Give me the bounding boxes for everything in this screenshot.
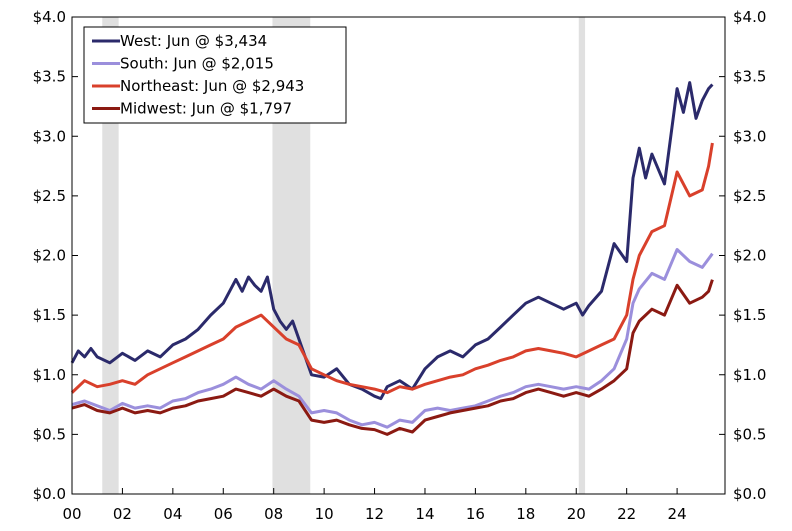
x-tick-label: 02 xyxy=(113,505,132,523)
x-tick-label: 16 xyxy=(466,505,485,523)
recession-band-0 xyxy=(102,17,119,494)
x-tick-label: 20 xyxy=(567,505,586,523)
series-line-3 xyxy=(71,279,714,436)
y-tick-label-left: $1.5 xyxy=(33,306,66,324)
y-tick-label-left: $2.5 xyxy=(33,187,66,205)
y-axis-left: $0.0 $0.5 $1.0 $1.5 $2.0 $2.5 $3.0 $3.5 $4.0 xyxy=(33,8,78,503)
legend-label: Midwest: Jun @ $1,797 xyxy=(120,100,292,118)
legend-label: Northeast: Jun @ $2,943 xyxy=(120,77,304,95)
x-tick-label: 08 xyxy=(264,505,283,523)
y-tick-label-left: $4.0 xyxy=(33,8,66,26)
x-tick-label: 22 xyxy=(617,505,636,523)
legend-label: South: Jun @ $2,015 xyxy=(120,55,274,73)
x-tick-label: 14 xyxy=(415,505,434,523)
y-tick-label-right: $0.5 xyxy=(733,425,766,443)
x-tick-label: 06 xyxy=(214,505,233,523)
y-tick-label-left: $0.5 xyxy=(33,425,66,443)
y-tick-label-right: $4.0 xyxy=(733,8,766,26)
series-line-1 xyxy=(71,248,714,429)
x-tick-label: 12 xyxy=(365,505,384,523)
legend-box xyxy=(83,26,347,124)
y-tick-label-left: $1.0 xyxy=(33,366,66,384)
y-axis-right: $0.0 $0.5 $1.0 $1.5 $2.0 $2.5 $3.0 $3.5 $4.0 xyxy=(719,8,766,503)
y-tick-label-left: $2.0 xyxy=(33,247,66,265)
x-axis: 00 02 04 06 08 10 12 14 16 18 20 22 24 xyxy=(62,488,687,523)
x-tick-label: 10 xyxy=(315,505,334,523)
y-tick-label-right: $1.5 xyxy=(733,306,766,324)
series-line-0 xyxy=(70,81,714,401)
y-tick-label-right: $1.0 xyxy=(733,366,766,384)
y-tick-label-right: $3.0 xyxy=(733,127,766,145)
x-tick-label: 24 xyxy=(668,505,687,523)
recession-band-2 xyxy=(578,17,586,494)
series-lines xyxy=(70,81,714,436)
y-tick-label-left: $3.5 xyxy=(33,68,66,86)
x-tick-label: 00 xyxy=(62,505,81,523)
x-tick-label: 18 xyxy=(516,505,535,523)
legend: West: Jun @ $3,434 South: Jun @ $2,015 Nor… xyxy=(83,26,347,124)
y-tick-label-right: $3.5 xyxy=(733,68,766,86)
y-tick-label-left: $0.0 xyxy=(33,485,66,503)
y-tick-label-right: $2.5 xyxy=(733,187,766,205)
y-tick-label-left: $3.0 xyxy=(33,127,66,145)
series-line-2 xyxy=(70,142,714,395)
y-tick-label-right: $2.0 xyxy=(733,247,766,265)
x-tick-label: 04 xyxy=(163,505,182,523)
y-tick-label-right: $0.0 xyxy=(733,485,766,503)
legend-label: West: Jun @ $3,434 xyxy=(120,32,267,50)
